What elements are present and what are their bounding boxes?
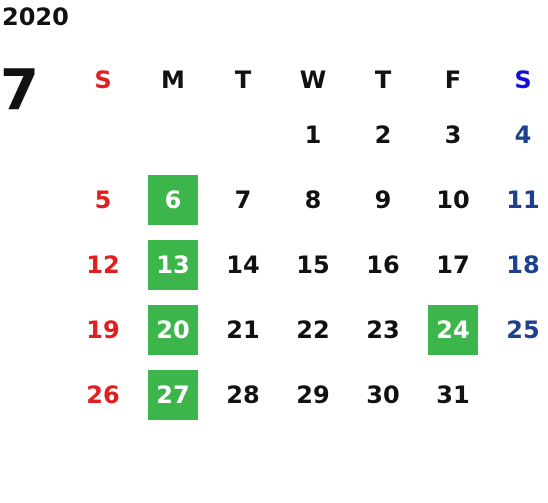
day-cell[interactable]: 8 <box>278 167 348 232</box>
day-cell[interactable]: 25 <box>488 297 548 362</box>
weekday-header-thu: T <box>348 58 418 102</box>
day-number: 9 <box>374 185 392 214</box>
day-number: 28 <box>226 380 260 409</box>
day-cell[interactable]: 26 <box>68 362 138 427</box>
year-label: 2020 <box>2 3 69 31</box>
day-number: 1 <box>304 120 322 149</box>
day-cell[interactable]: 10 <box>418 167 488 232</box>
day-number: 21 <box>226 315 260 344</box>
day-cell[interactable]: 24 <box>418 297 488 362</box>
month-number: 7 <box>0 58 39 123</box>
empty-day-cell <box>138 102 208 167</box>
day-number: 10 <box>436 185 470 214</box>
weekday-header-fri: F <box>418 58 488 102</box>
day-cell[interactable]: 9 <box>348 167 418 232</box>
calendar-grid: S M T W T F S 1 2 3 4 5 6 7 8 9 10 11 12 13 14 15 16 17 18 19 20 21… <box>68 58 548 427</box>
weekday-header-sat: S <box>488 58 548 102</box>
day-number: 14 <box>226 250 260 279</box>
day-number: 31 <box>436 380 470 409</box>
day-cell[interactable]: 17 <box>418 232 488 297</box>
day-cell[interactable]: 18 <box>488 232 548 297</box>
day-cell[interactable]: 4 <box>488 102 548 167</box>
day-number: 19 <box>86 315 120 344</box>
day-cell[interactable]: 14 <box>208 232 278 297</box>
weekday-header-label: W <box>299 66 327 94</box>
day-number: 29 <box>296 380 330 409</box>
highlighted-day-number: 6 <box>148 174 198 225</box>
weekday-header-label: S <box>94 66 112 94</box>
day-number: 3 <box>444 120 462 149</box>
day-cell[interactable]: 30 <box>348 362 418 427</box>
weekday-header-label: T <box>374 66 392 94</box>
highlighted-day-number: 24 <box>428 304 478 355</box>
day-cell[interactable]: 22 <box>278 297 348 362</box>
day-cell[interactable]: 11 <box>488 167 548 232</box>
day-cell[interactable]: 3 <box>418 102 488 167</box>
day-cell[interactable]: 1 <box>278 102 348 167</box>
highlighted-day-number: 20 <box>148 304 198 355</box>
day-cell[interactable]: 20 <box>138 297 208 362</box>
day-number: 17 <box>436 250 470 279</box>
day-number: 8 <box>304 185 322 214</box>
day-number: 7 <box>234 185 252 214</box>
day-cell[interactable]: 27 <box>138 362 208 427</box>
day-number: 2 <box>374 120 392 149</box>
day-cell[interactable]: 16 <box>348 232 418 297</box>
highlighted-day-number: 27 <box>148 369 198 420</box>
day-number: 26 <box>86 380 120 409</box>
day-cell[interactable]: 28 <box>208 362 278 427</box>
day-number: 23 <box>366 315 400 344</box>
day-cell[interactable]: 29 <box>278 362 348 427</box>
day-number: 12 <box>86 250 120 279</box>
day-number: 4 <box>514 120 532 149</box>
day-cell[interactable]: 19 <box>68 297 138 362</box>
weekday-header-mon: M <box>138 58 208 102</box>
highlighted-day-number: 13 <box>148 239 198 290</box>
day-cell[interactable]: 6 <box>138 167 208 232</box>
day-number: 11 <box>506 185 540 214</box>
empty-day-cell <box>68 102 138 167</box>
day-number: 25 <box>506 315 540 344</box>
day-number: 15 <box>296 250 330 279</box>
weekday-header-tue: T <box>208 58 278 102</box>
day-cell[interactable]: 5 <box>68 167 138 232</box>
calendar-table: S M T W T F S 1 2 3 4 5 6 7 8 9 10 11 12 13 14 15 16 17 18 19 20 21… <box>68 58 548 427</box>
weekday-header-wed: W <box>278 58 348 102</box>
weekday-header-sun: S <box>68 58 138 102</box>
day-number: 5 <box>94 185 112 214</box>
day-cell[interactable]: 7 <box>208 167 278 232</box>
day-cell[interactable]: 31 <box>418 362 488 427</box>
day-cell[interactable]: 23 <box>348 297 418 362</box>
day-cell[interactable]: 15 <box>278 232 348 297</box>
weekday-header-label: F <box>444 66 462 94</box>
day-cell[interactable]: 21 <box>208 297 278 362</box>
day-number: 18 <box>506 250 540 279</box>
day-number: 16 <box>366 250 400 279</box>
day-cell[interactable]: 12 <box>68 232 138 297</box>
empty-day-cell <box>488 362 548 427</box>
day-number: 22 <box>296 315 330 344</box>
weekday-header-label: T <box>234 66 252 94</box>
weekday-header-label: S <box>514 66 532 94</box>
weekday-header-label: M <box>161 66 185 94</box>
day-cell[interactable]: 2 <box>348 102 418 167</box>
day-cell[interactable]: 13 <box>138 232 208 297</box>
empty-day-cell <box>208 102 278 167</box>
day-number: 30 <box>366 380 400 409</box>
